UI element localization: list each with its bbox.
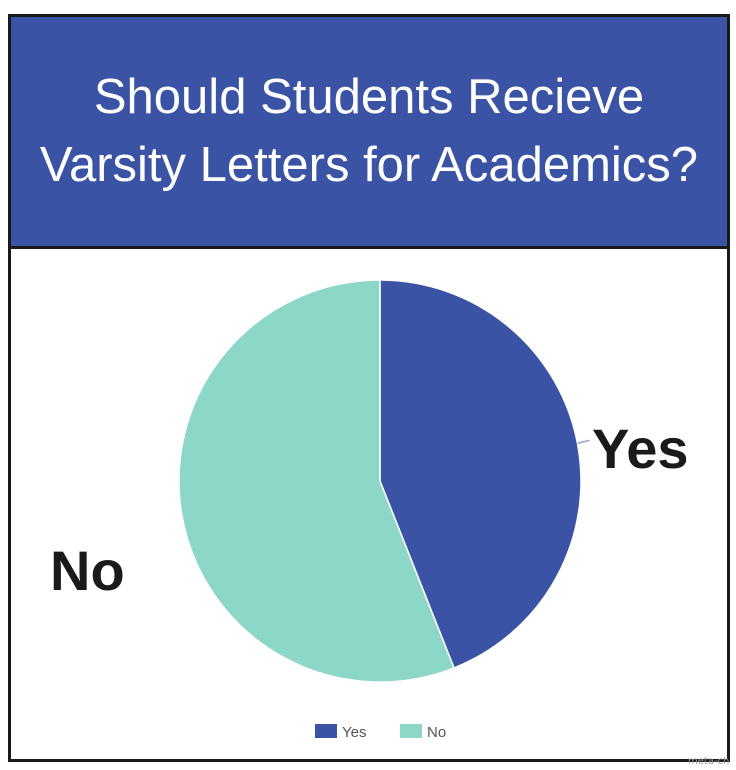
legend-swatch-no (400, 724, 422, 738)
legend-label-yes: Yes (342, 724, 366, 741)
pie-slices (178, 279, 582, 683)
chart-frame: Should Students Recieve Varsity Letters … (8, 14, 730, 762)
legend-swatch-yes (315, 724, 337, 738)
slice-label-no: No (50, 539, 125, 602)
legend: Yes No (315, 724, 446, 741)
yes-leader-line (577, 439, 590, 445)
pie-slice-no (178, 279, 455, 683)
legend-label-no: No (427, 724, 446, 741)
slice-label-yes: Yes (592, 417, 689, 480)
pie-slice-yes (379, 279, 582, 669)
chart-title: Should Students Recieve Varsity Letters … (39, 69, 699, 192)
watermark: meta-ch (688, 756, 729, 767)
title-banner: Should Students Recieve Varsity Letters … (11, 17, 727, 249)
